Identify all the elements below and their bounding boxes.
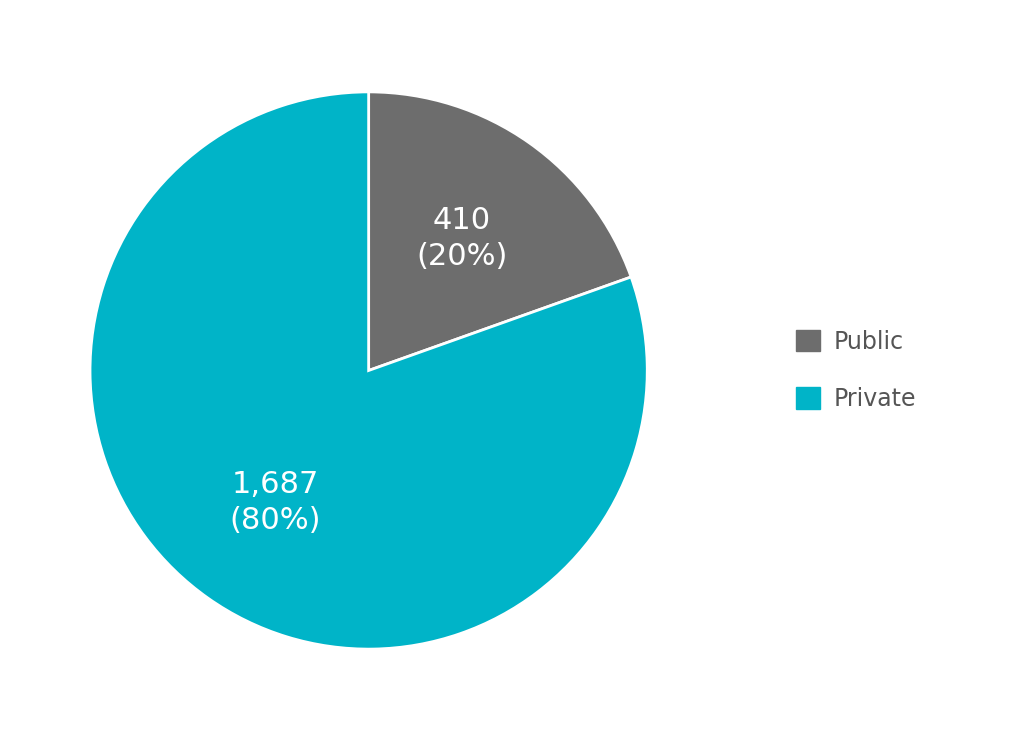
Legend: Public, Private: Public, Private <box>784 318 929 423</box>
Wedge shape <box>90 92 647 649</box>
Text: 410
(20%): 410 (20%) <box>416 206 508 271</box>
Wedge shape <box>369 92 631 370</box>
Text: 1,687
(80%): 1,687 (80%) <box>229 470 322 535</box>
